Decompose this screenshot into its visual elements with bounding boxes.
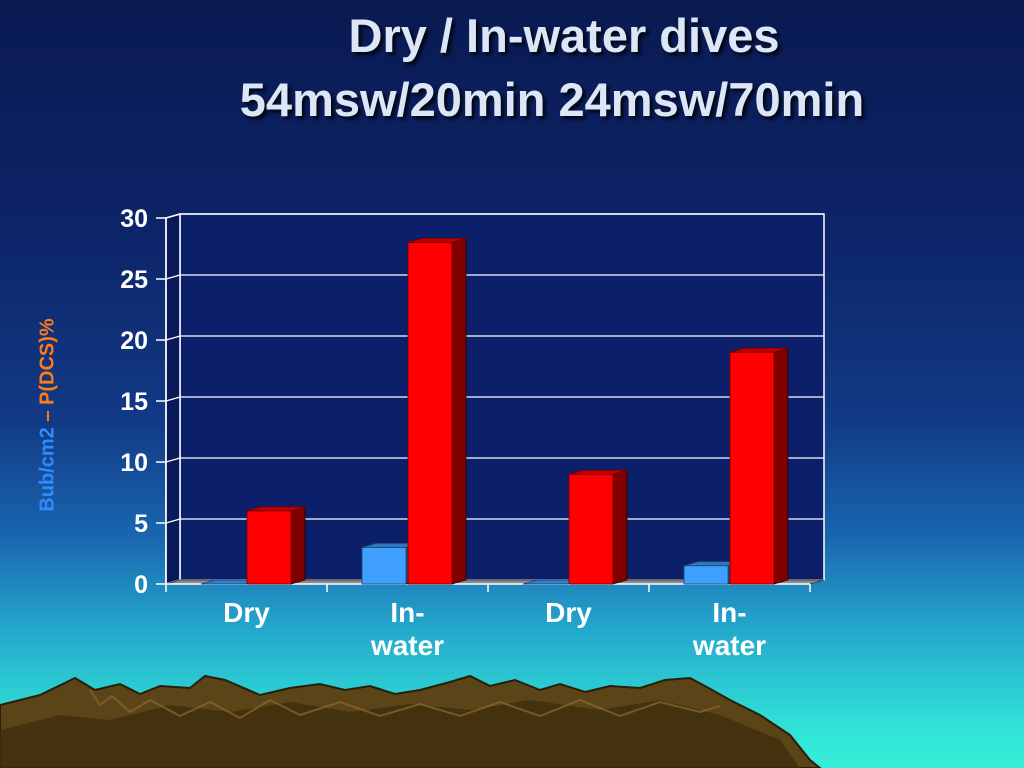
x-category-label: Dry <box>223 597 270 628</box>
slide-title-line-1: Dry / In-water dives <box>348 9 780 62</box>
x-category-label: water <box>692 630 766 661</box>
gridline-diagonal <box>165 457 181 463</box>
bar <box>683 565 729 585</box>
gridline-diagonal <box>165 274 181 280</box>
bar-top <box>729 347 789 353</box>
y-tick-label: 0 <box>134 571 148 599</box>
bar <box>361 547 407 585</box>
bar <box>407 241 453 585</box>
y-tick-label: 30 <box>120 205 148 233</box>
bar-side <box>290 506 306 585</box>
y-tick-label: 5 <box>134 510 148 538</box>
gridline-diagonal <box>165 213 181 219</box>
y-tick-label: 20 <box>120 327 148 355</box>
x-category-label: In- <box>390 597 424 628</box>
gridline-diagonal <box>165 518 181 524</box>
bar-top <box>246 506 306 512</box>
x-category-label: water <box>370 630 444 661</box>
bar <box>729 351 775 585</box>
y-tick-label: 10 <box>120 449 148 477</box>
bar-top <box>568 469 628 475</box>
gridline-diagonal <box>165 396 181 402</box>
bar <box>568 473 614 585</box>
x-category-label: In- <box>712 597 746 628</box>
y-tick-label: 15 <box>120 388 148 416</box>
bar <box>246 510 292 585</box>
bar-side <box>451 237 467 585</box>
y-tick-label: 25 <box>120 266 148 294</box>
bar-side <box>612 469 628 585</box>
bar-side <box>773 347 789 585</box>
bar-top <box>407 237 467 243</box>
slide-title-line-2: 54msw/20min 24msw/70min <box>239 73 865 126</box>
x-category-label: Dry <box>545 597 592 628</box>
gridline-diagonal <box>165 335 181 341</box>
